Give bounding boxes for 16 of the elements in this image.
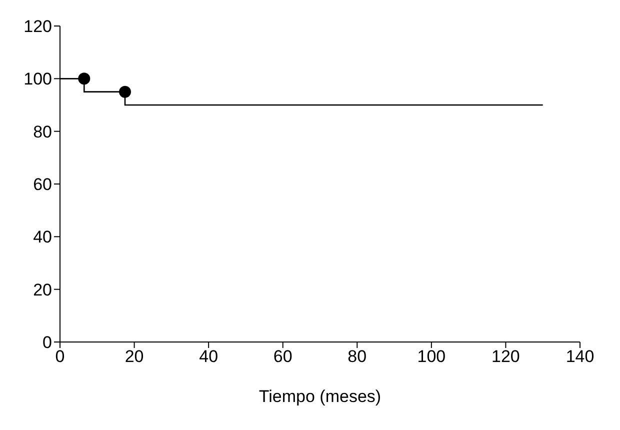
- x-tick-label: 20: [124, 347, 144, 366]
- y-tick-label: 80: [33, 122, 52, 142]
- x-tick-label: 40: [199, 347, 218, 366]
- y-tick-label: 0: [42, 333, 52, 352]
- x-tick-label: 0: [55, 347, 65, 366]
- x-tick-label: 140: [566, 347, 594, 366]
- y-tick-label: 120: [24, 17, 52, 36]
- x-tick-label: 100: [417, 347, 446, 366]
- y-tick-label: 20: [33, 280, 52, 300]
- x-axis-title: Tiempo (meses): [258, 387, 382, 406]
- y-tick-label: 40: [33, 228, 52, 247]
- x-tick-label: 80: [348, 347, 367, 366]
- y-tick-label: 100: [24, 70, 52, 89]
- x-tick-label: 120: [492, 347, 520, 366]
- y-tick-label: 60: [33, 175, 52, 194]
- x-tick-label: 60: [273, 347, 292, 366]
